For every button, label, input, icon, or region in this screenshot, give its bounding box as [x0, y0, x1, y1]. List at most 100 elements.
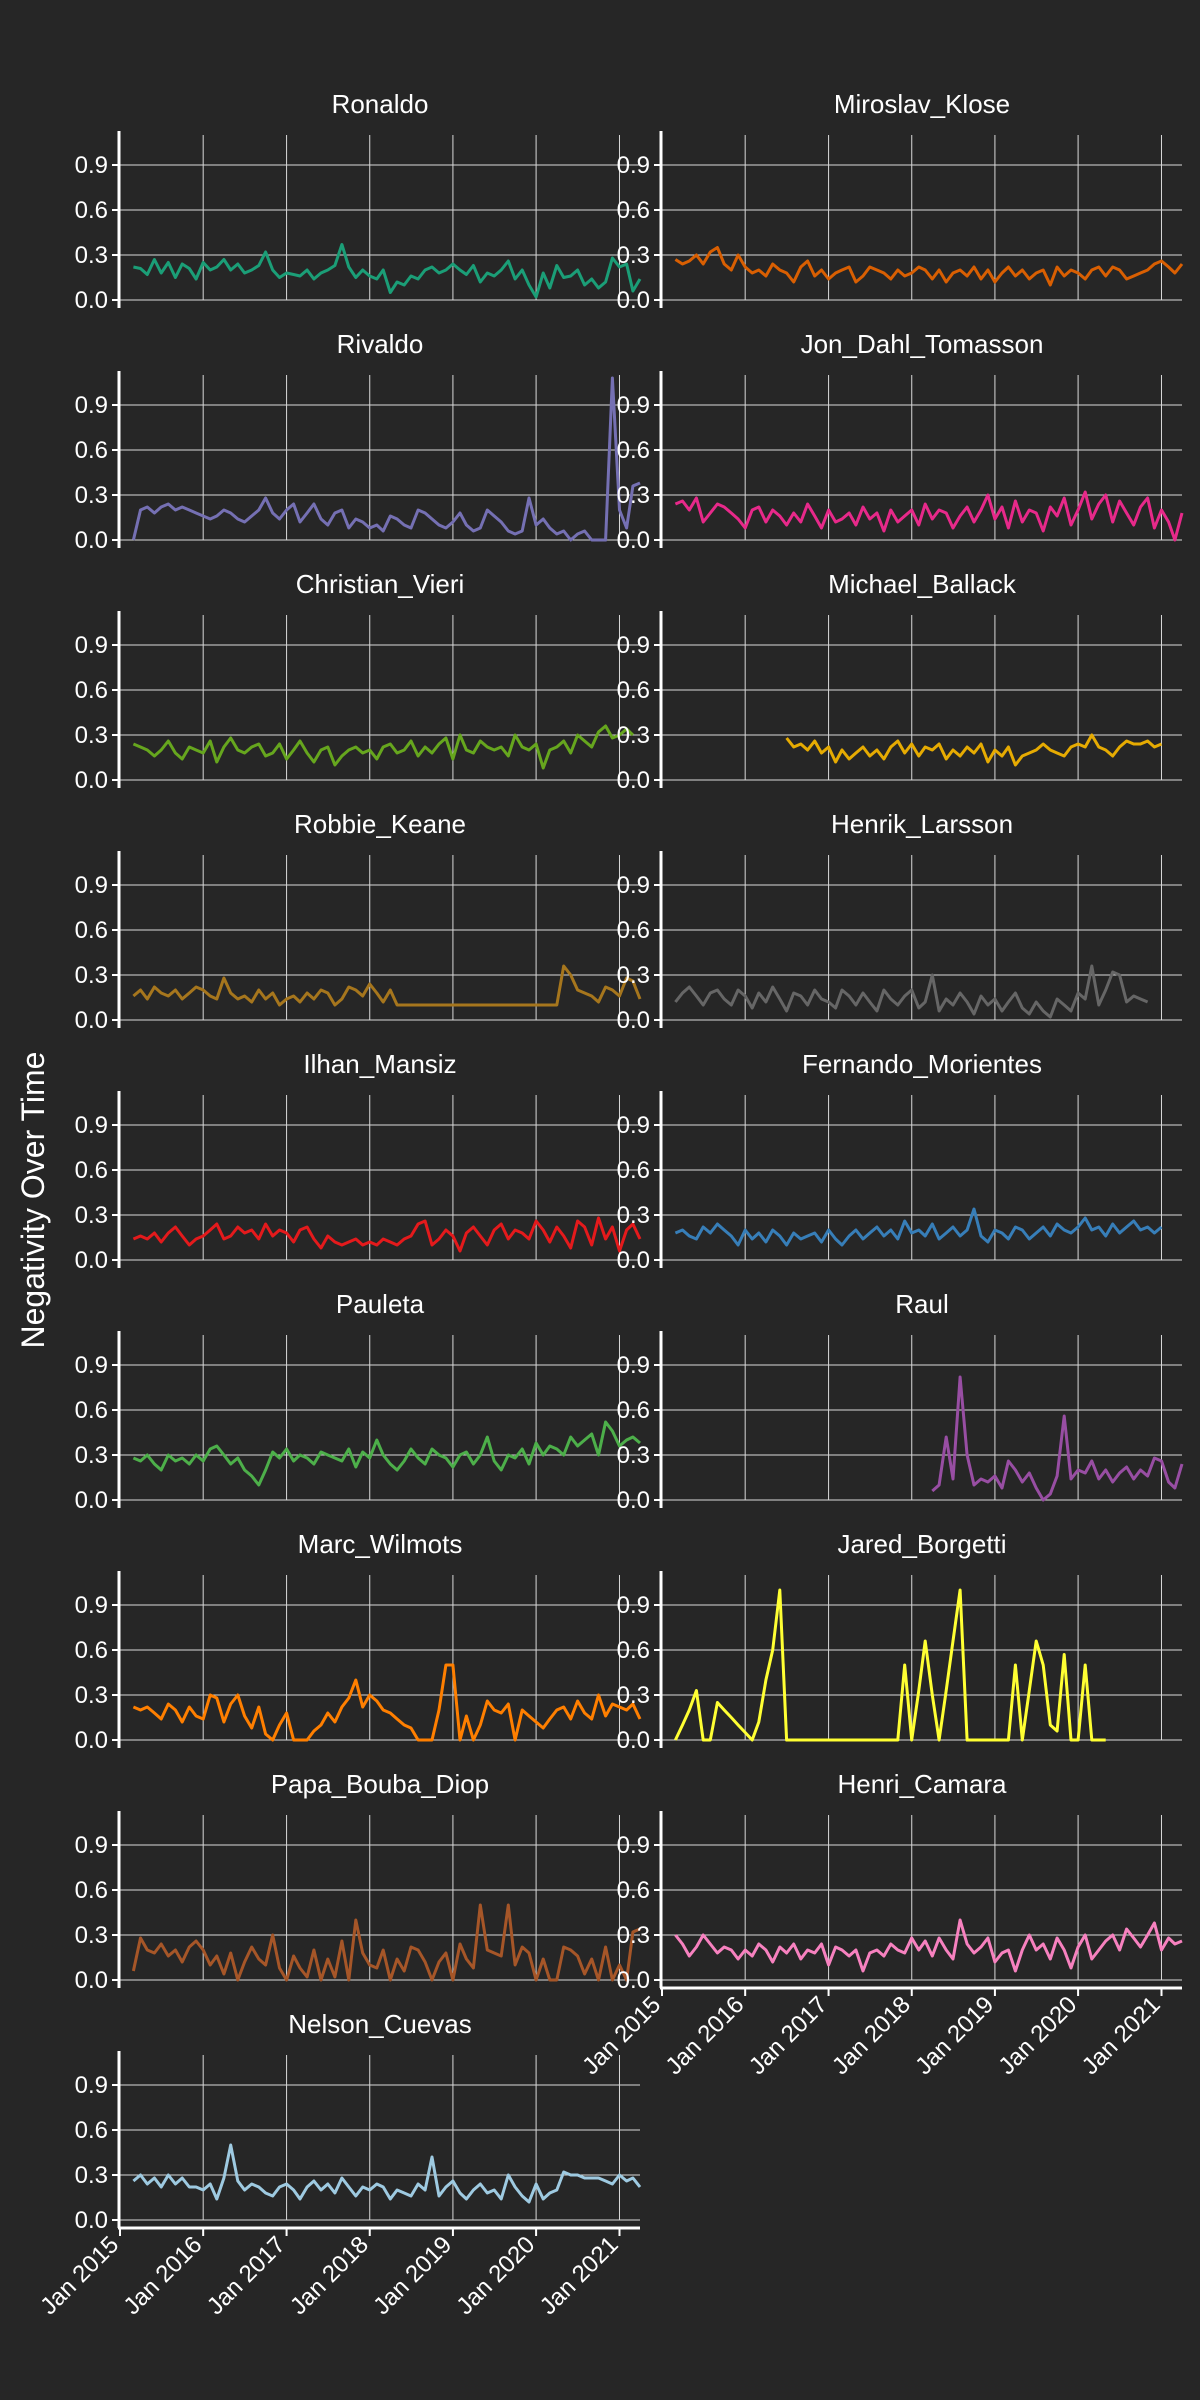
y-tick-label: 0.6 [617, 1397, 650, 1424]
y-tick-label: 0.6 [617, 1157, 650, 1184]
y-tick-label: 0.9 [75, 872, 108, 899]
y-tick-label: 0.0 [75, 1007, 108, 1034]
panel-title: Ronaldo [332, 89, 429, 119]
series-line [674, 490, 1184, 542]
panel-title: Nelson_Cuevas [288, 2009, 472, 2039]
panel-title: Miroslav_Klose [834, 89, 1010, 119]
y-tick-label: 0.3 [75, 242, 108, 269]
y-tick-label: 0.6 [75, 1157, 108, 1184]
panel-title: Michael_Ballack [828, 569, 1017, 599]
y-tick-label: 0.6 [75, 197, 108, 224]
panel-title: Robbie_Keane [294, 809, 466, 839]
y-tick-label: 0.6 [75, 437, 108, 464]
y-tick-label: 0.6 [75, 917, 108, 944]
panel-title: Ilhan_Mansiz [303, 1049, 456, 1079]
series-line [131, 1903, 641, 1982]
y-tick-label: 0.0 [75, 1247, 108, 1274]
series-line [674, 246, 1184, 287]
y-tick-label: 0.6 [75, 1637, 108, 1664]
y-tick-label: 0.6 [617, 677, 650, 704]
series-line [785, 733, 1163, 767]
y-tick-label: 0.3 [617, 722, 650, 749]
y-tick-label: 0.0 [617, 1727, 650, 1754]
panel-title: Jon_Dahl_Tomasson [801, 329, 1044, 359]
panel-title: Fernando_Morientes [802, 1049, 1042, 1079]
y-tick-label: 0.9 [617, 392, 650, 419]
y-tick-label: 0.0 [75, 1727, 108, 1754]
y-tick-label: 0.3 [617, 1442, 650, 1469]
series-line [931, 1375, 1184, 1502]
y-tick-label: 0.3 [75, 1682, 108, 1709]
panel-ronaldo: Ronaldo 0.0 0.3 0.6 0.9 [75, 89, 642, 314]
y-tick-label: 0.0 [617, 527, 650, 554]
y-tick-label: 0.6 [617, 1877, 650, 1904]
series-line [674, 1588, 1106, 1742]
panel-title: Papa_Bouba_Diop [271, 1769, 489, 1799]
panel-jared-borgetti: Jared_Borgetti 0.0 0.3 0.6 0.9 [617, 1529, 1182, 1754]
panel-raul: Raul 0.0 0.3 0.6 0.9 [617, 1289, 1184, 1514]
panel-marc-wilmots: Marc_Wilmots 0.0 0.3 0.6 0.9 [75, 1529, 642, 1754]
panel-papa-bouba-diop: Papa_Bouba_Diop 0.0 0.3 0.6 0.9 [75, 1769, 641, 1994]
y-tick-label: 0.9 [617, 632, 650, 659]
panel-ilhan-mansiz: Ilhan_Mansiz 0.0 0.3 0.6 0.9 [75, 1049, 642, 1274]
y-tick-label: 0.3 [75, 1922, 108, 1949]
y-tick-label: 0.9 [75, 1832, 108, 1859]
panel-fernando-morientes: Fernando_Morientes 0.0 0.3 0.6 0.9 [617, 1049, 1182, 1274]
y-tick-label: 0.3 [617, 962, 650, 989]
y-tick-label: 0.9 [75, 152, 108, 179]
y-tick-label: 0.9 [617, 1832, 650, 1859]
y-tick-label: 0.0 [617, 1247, 650, 1274]
panel-title: Raul [895, 1289, 948, 1319]
y-tick-label: 0.6 [617, 1637, 650, 1664]
y-tick-label: 0.3 [75, 722, 108, 749]
y-tick-label: 0.9 [617, 872, 650, 899]
y-tick-label: 0.0 [75, 2207, 108, 2234]
y-tick-label: 0.9 [75, 1352, 108, 1379]
y-tick-label: 0.3 [617, 1922, 650, 1949]
panel-title: Christian_Vieri [296, 569, 465, 599]
series-line [132, 724, 634, 770]
panel-christian-vieri: Christian_Vieri 0.0 0.3 0.6 0.9 [75, 569, 640, 794]
series-line [132, 1663, 642, 1742]
y-tick-label: 0.6 [75, 2117, 108, 2144]
panel-pauleta: Pauleta 0.0 0.3 0.6 0.9 [75, 1289, 641, 1514]
y-tick-label: 0.9 [75, 632, 108, 659]
panel-title: Marc_Wilmots [298, 1529, 463, 1559]
panel-jon-dahl-tomasson: Jon_Dahl_Tomasson 0.0 0.3 0.6 0.9 [617, 329, 1184, 554]
y-tick-label: 0.9 [617, 152, 650, 179]
y-tick-label: 0.3 [75, 1202, 108, 1229]
y-tick-label: 0.6 [75, 677, 108, 704]
y-tick-label: 0.0 [617, 287, 650, 314]
y-tick-label: 0.9 [75, 392, 108, 419]
y-tick-label: 0.9 [75, 2072, 108, 2099]
y-tick-label: 0.3 [75, 2162, 108, 2189]
panel-title: Pauleta [336, 1289, 425, 1319]
y-tick-label: 0.3 [617, 1682, 650, 1709]
y-tick-label: 0.6 [75, 1397, 108, 1424]
y-tick-label: 0.0 [75, 1967, 108, 1994]
y-tick-label: 0.9 [617, 1352, 650, 1379]
y-tick-label: 0.3 [75, 482, 108, 509]
series-line [132, 964, 642, 1007]
panel-henrik-larsson: Henrik_Larsson 0.0 0.3 0.6 0.9 [617, 809, 1182, 1034]
y-tick-label: 0.6 [617, 197, 650, 224]
series-line [674, 1918, 1183, 1973]
y-tick-label: 0.0 [617, 1967, 650, 1994]
panel-robbie-keane: Robbie_Keane 0.0 0.3 0.6 0.9 [75, 809, 642, 1034]
y-tick-label: 0.9 [617, 1592, 650, 1619]
y-tick-label: 0.9 [617, 1112, 650, 1139]
panels: Ronaldo 0.0 0.3 0.6 0.9 Miroslav_Klose 0.0 0.3 0… [35, 89, 1184, 2320]
panel-title: Henri_Camara [837, 1769, 1007, 1799]
series-line [133, 243, 642, 299]
series-line [132, 2143, 642, 2204]
y-tick-label: 0.0 [617, 1487, 650, 1514]
y-tick-label: 0.6 [617, 437, 650, 464]
y-tick-label: 0.3 [75, 1442, 108, 1469]
y-tick-label: 0.6 [75, 1877, 108, 1904]
series-line [132, 1420, 641, 1487]
y-tick-label: 0.3 [617, 482, 650, 509]
panel-miroslav-klose: Miroslav_Klose 0.0 0.3 0.6 0.9 [617, 89, 1184, 314]
y-tick-label: 0.0 [617, 767, 650, 794]
